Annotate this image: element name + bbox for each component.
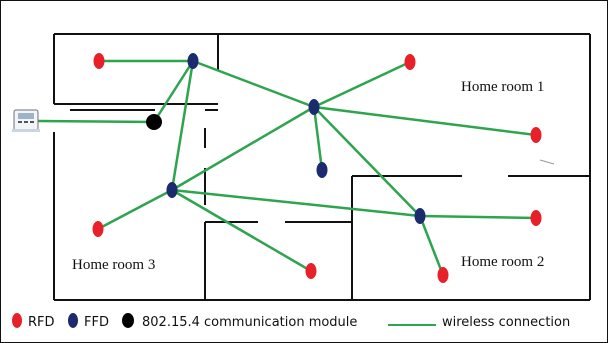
rfd-node-room3-left [92, 221, 104, 237]
network-nodes [92, 53, 542, 283]
rfd-node-bottom-center [305, 263, 317, 279]
link-ffd-b-rfd-top [312, 60, 412, 109]
room-label-1: Home room 1 [461, 79, 545, 95]
legend-ffd-swatch [68, 313, 78, 328]
legend: RFD FFD 802.15.4 communication module wi… [12, 312, 604, 336]
link-ffd-c-ffd-d [170, 188, 422, 218]
rfd-node-room2-bottom [437, 267, 449, 283]
legend-module-label: 802.15.4 communication module [142, 315, 358, 330]
link-ffd-b-ffd-d [312, 105, 422, 218]
communication-module-node [146, 114, 162, 130]
rfd-node-room1-right [530, 127, 542, 143]
router-device-icon [12, 109, 40, 132]
ffd-node-a [187, 53, 199, 69]
legend-rfd-label: RFD [28, 315, 55, 330]
link-ffd-a-ffd-c [170, 59, 195, 192]
link-ffd-d-rfd-right [418, 214, 538, 220]
room-label-2: Home room 2 [461, 254, 545, 270]
link-ffd-c-rfd-left [96, 188, 174, 231]
link-gateway-module [36, 119, 156, 124]
legend-wireless-swatch [388, 324, 436, 326]
link-ffd-b-rfd-right [312, 105, 538, 137]
link-ffd-b-ffd-small [312, 105, 324, 172]
rfd-node-room2-right [530, 210, 542, 226]
link-ffd-a-module [152, 59, 195, 124]
rfd-node-top-left [93, 53, 105, 69]
link-ffd-b-ffd-c [170, 105, 316, 192]
network-diagram [12, 33, 591, 301]
legend-ffd-label: FFD [84, 315, 109, 330]
legend-wireless-label: wireless connection [442, 315, 571, 330]
link-ffd-c-rfd-bottom [170, 188, 313, 273]
ffd-node-c [166, 182, 178, 198]
ffd-node-small [316, 162, 328, 178]
link-ffd-a-ffd-b [191, 59, 316, 109]
ffd-node-d [414, 208, 426, 224]
legend-rfd-swatch [12, 313, 22, 328]
room-label-3: Home room 3 [72, 257, 156, 273]
stray-mark [539, 159, 555, 165]
rfd-node-top-right [404, 54, 416, 70]
floor-plan-walls [53, 33, 591, 301]
ffd-node-b [308, 99, 320, 115]
wireless-links [36, 59, 538, 277]
link-ffd-d-rfd-bottom [418, 214, 445, 277]
legend-module-swatch [122, 313, 134, 328]
